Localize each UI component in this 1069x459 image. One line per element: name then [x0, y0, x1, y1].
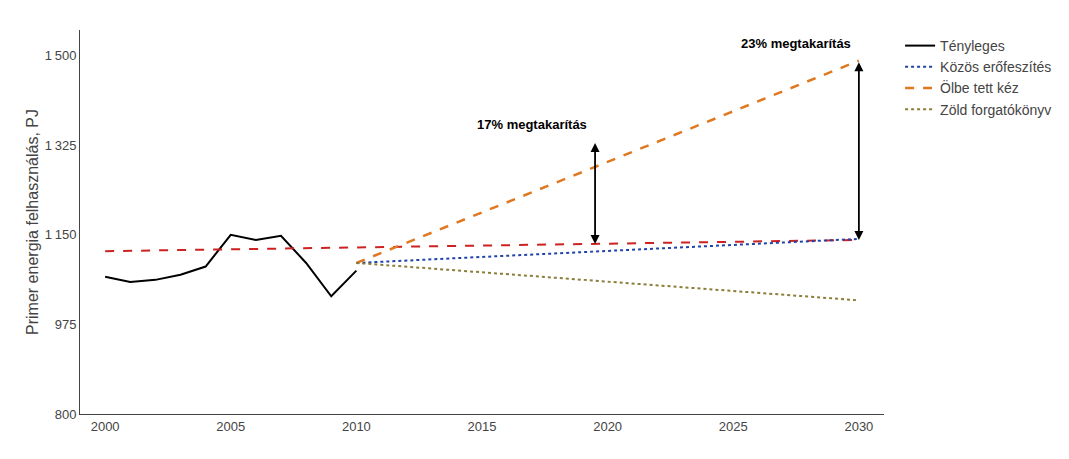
- svg-text:Primer energia felhasználás, P: Primer energia felhasználás, PJ: [24, 109, 41, 335]
- svg-text:2015: 2015: [468, 419, 497, 434]
- svg-text:800: 800: [55, 407, 77, 422]
- svg-text:2000: 2000: [91, 419, 120, 434]
- svg-text:2020: 2020: [593, 419, 622, 434]
- svg-text:17% megtakarítás: 17% megtakarítás: [477, 117, 587, 132]
- svg-text:23% megtakarítás: 23% megtakarítás: [741, 36, 851, 51]
- svg-text:2010: 2010: [342, 419, 371, 434]
- svg-text:2005: 2005: [216, 419, 245, 434]
- svg-text:2025: 2025: [719, 419, 748, 434]
- svg-text:1 500: 1 500: [45, 48, 77, 63]
- svg-text:2030: 2030: [844, 419, 873, 434]
- svg-text:975: 975: [55, 317, 77, 332]
- svg-text:Zöld forgatókönyv: Zöld forgatókönyv: [940, 102, 1051, 118]
- svg-text:1 150: 1 150: [45, 227, 77, 242]
- svg-text:Közös erőfeszítés: Közös erőfeszítés: [940, 59, 1051, 75]
- svg-text:Tényleges: Tényleges: [940, 38, 1005, 54]
- svg-text:Ölbe tett kéz: Ölbe tett kéz: [940, 79, 1019, 96]
- svg-text:1 325: 1 325: [45, 138, 77, 153]
